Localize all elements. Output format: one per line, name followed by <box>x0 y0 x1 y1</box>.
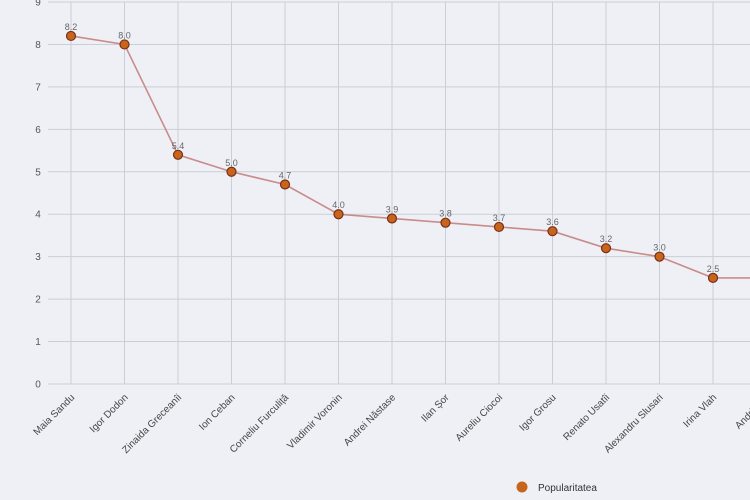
data-label: 3.0 <box>653 243 666 253</box>
data-label: 4.7 <box>279 171 292 181</box>
data-label: 5.0 <box>225 158 238 168</box>
data-point <box>226 166 237 177</box>
x-tick-label: Vladimir Voronin <box>285 392 344 451</box>
x-tick-label: Igor Grosu <box>517 392 558 433</box>
x-tick-label: Zinaida Greceanîi <box>121 392 185 456</box>
chart-grid <box>48 1 750 385</box>
data-point <box>440 217 451 228</box>
data-label: 8.0 <box>118 30 131 40</box>
data-point <box>65 30 77 42</box>
data-point <box>493 221 505 233</box>
data-point <box>279 179 291 190</box>
data-label: 3.2 <box>600 234 613 244</box>
y-tick-label: 3 <box>35 252 41 263</box>
x-tick-label: Ion Ceban <box>197 392 237 432</box>
data-label: 2.5 <box>707 264 720 274</box>
x-tick-label: Alexandru Slusari <box>602 392 665 455</box>
x-tick-label: Irina Vlah <box>681 392 719 430</box>
legend-label: Popularitatea <box>538 483 597 494</box>
data-label: 5.4 <box>172 141 185 151</box>
legend-marker <box>516 481 528 493</box>
y-tick-label: 7 <box>35 82 41 93</box>
y-tick-label: 2 <box>35 295 41 306</box>
y-tick-label: 0 <box>35 380 41 391</box>
x-tick-label: Igor Dodon <box>88 392 131 435</box>
data-point <box>386 213 398 224</box>
y-tick-label: 6 <box>35 125 41 136</box>
y-tick-label: 9 <box>35 0 41 9</box>
data-label: 3.7 <box>493 213 506 223</box>
x-tick-label: Andrei Năstase <box>342 392 398 448</box>
legend: Popularitatea <box>516 481 597 494</box>
x-tick-label: Ilan Șor <box>419 392 452 425</box>
data-point <box>600 243 612 254</box>
series-popularitatea: 8.2 8.0 5.4 5.0 4.7 4.0 3.9 3.8 3.7 3.6 3.2 3.0 2.5 <box>65 22 750 283</box>
data-point <box>654 251 665 262</box>
y-tick-label: 5 <box>35 167 41 178</box>
x-tick-label: Aureliu Ciocoi <box>454 392 505 443</box>
data-point <box>707 272 719 283</box>
x-tick-label: Corneliu Furculiță <box>228 392 292 456</box>
x-tick-label: Maia Sandu <box>32 392 78 438</box>
data-point <box>119 39 130 50</box>
data-label: 3.6 <box>546 217 559 227</box>
x-tick-label: Renato Usatîi <box>561 392 612 443</box>
y-tick-label: 1 <box>35 337 41 348</box>
data-label: 3.9 <box>386 204 399 214</box>
y-tick-label: 8 <box>35 40 41 51</box>
y-tick-label: 4 <box>35 210 41 221</box>
data-point <box>333 209 344 220</box>
data-point <box>547 226 558 237</box>
data-label: 3.8 <box>439 209 452 219</box>
x-tick-label: Andrian C <box>733 392 750 431</box>
data-label: 4.0 <box>332 200 345 210</box>
data-point <box>172 149 184 160</box>
series-line <box>70 35 750 279</box>
y-axis: 0 1 2 3 4 5 6 7 8 9 <box>35 0 41 391</box>
data-label: 8.2 <box>65 22 78 32</box>
